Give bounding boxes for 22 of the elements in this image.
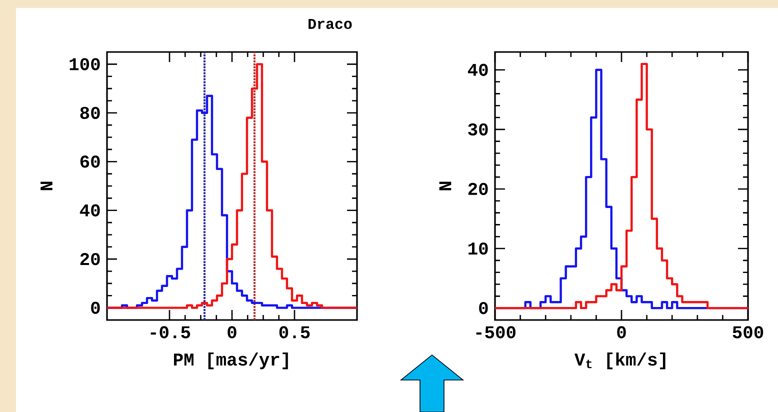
x-tick-label: -500 (476, 326, 516, 338)
y-axis-title: N (40, 182, 52, 190)
y-tick-label: 30 (468, 123, 488, 136)
y-tick-label: 60 (80, 155, 100, 168)
y-tick-label: 10 (468, 242, 488, 254)
y-tick-label: 20 (80, 252, 100, 265)
y-tick-label: 0 (91, 302, 100, 314)
text: V$_{t}$ [km/s] (574, 352, 666, 370)
y-tick-label: 100 (70, 58, 100, 70)
y-axis-title: N (439, 182, 452, 190)
y-tick-label: 0 (479, 302, 488, 314)
x-tick-label: 500 (732, 326, 764, 338)
y-tick-label: 40 (468, 64, 488, 76)
chart-title: Draco (308, 18, 352, 29)
y-tick-label: 80 (80, 106, 100, 119)
x-tick-label: -0.5 (150, 326, 190, 338)
x-tick-label: 0 (617, 326, 626, 338)
y-tick-label: 40 (80, 204, 100, 216)
y-tick-label: 20 (468, 182, 488, 195)
x-axis-title: PM [mas/yr] (174, 352, 288, 370)
x-tick-label: 0 (228, 326, 236, 338)
x-tick-label: 0.5 (279, 326, 310, 338)
